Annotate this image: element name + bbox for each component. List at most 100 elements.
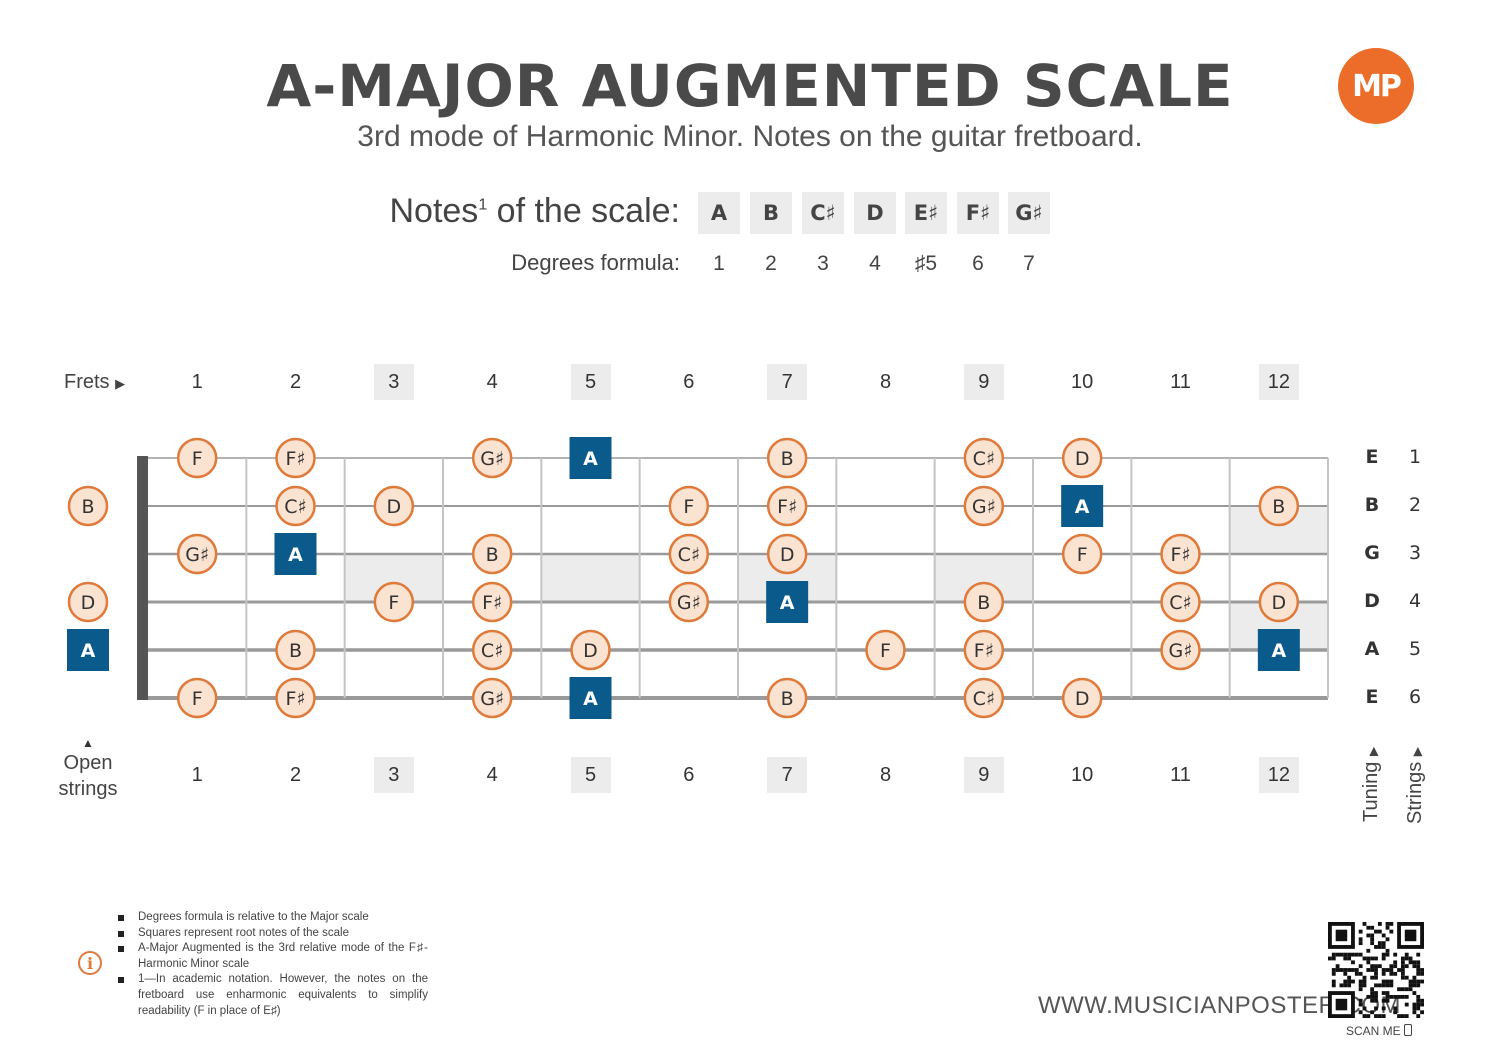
string-number-label: 1: [1408, 446, 1422, 468]
fret-number: 1: [191, 763, 203, 786]
qr-module: [1362, 975, 1367, 980]
qr-module: [1404, 975, 1409, 980]
qr-module: [1374, 956, 1378, 961]
note-circle: [668, 533, 710, 575]
root-note-square: [766, 581, 809, 623]
qr-module: [1393, 960, 1398, 965]
qr-module: [1358, 929, 1363, 934]
note-label: F: [192, 448, 203, 470]
qr-module: [1408, 979, 1413, 984]
fret-number: 1: [191, 370, 203, 393]
triangle-up-icon: ▲: [82, 736, 94, 750]
qr-module: [1374, 968, 1378, 972]
qr-module: [1389, 979, 1394, 984]
note-circle: [275, 677, 316, 719]
qr-module: [1377, 1014, 1382, 1018]
qr-module: [1412, 964, 1417, 969]
qr-module: [1416, 994, 1421, 999]
note-label: B: [1272, 496, 1285, 518]
note-circle: [373, 485, 415, 527]
note-label: G♯: [480, 448, 504, 470]
qr-module: [1412, 1002, 1417, 1007]
qr-finder: [1404, 929, 1417, 942]
qr-module: [1331, 956, 1336, 961]
note-circle: [373, 581, 415, 623]
qr-module: [1377, 964, 1382, 969]
note-circle: [471, 581, 513, 623]
qr-module: [1358, 1010, 1363, 1015]
triangle-right-icon: ▶: [1366, 746, 1380, 757]
qr-module: [1370, 933, 1375, 938]
note-circle: [1258, 485, 1300, 527]
string-tuning-label: A: [1364, 638, 1380, 660]
qr-module: [1381, 933, 1386, 938]
note-label: B: [781, 688, 794, 710]
note-circle: [766, 533, 808, 575]
qr-module: [1366, 1014, 1371, 1018]
note-label: G♯: [972, 496, 996, 518]
fret-number: 10: [1071, 370, 1094, 393]
qr-module: [1339, 952, 1344, 957]
qr-module: [1374, 975, 1378, 980]
qr-module: [1366, 925, 1371, 930]
qr-module: [1385, 979, 1390, 984]
frets-label: Frets ▶: [64, 371, 125, 394]
logo: MP: [1338, 48, 1414, 124]
note-circle: [963, 581, 1005, 623]
note-circle: [471, 677, 513, 719]
qr-module: [1400, 968, 1405, 972]
qr-module: [1335, 968, 1340, 972]
qr-module: [1374, 991, 1378, 995]
qr-module: [1416, 1002, 1421, 1007]
qr-module: [1343, 956, 1348, 961]
qr-module: [1420, 1002, 1424, 1007]
qr-module: [1362, 956, 1367, 961]
qr-module: [1389, 922, 1394, 926]
note-label: B: [977, 592, 990, 614]
qr-module: [1370, 956, 1375, 961]
qr-module: [1370, 991, 1375, 995]
qr-module: [1370, 964, 1375, 969]
note-circle: [963, 437, 1005, 479]
qr-module: [1358, 979, 1363, 984]
qr-module: [1374, 994, 1378, 999]
qr-module: [1351, 968, 1355, 972]
qr-module: [1351, 960, 1355, 965]
note-circle: [668, 581, 710, 623]
root-note-square: [1061, 485, 1104, 527]
qr-module: [1416, 1006, 1421, 1011]
fret-number: 12: [1258, 757, 1299, 793]
fret-number: 2: [289, 763, 302, 786]
qr-module: [1416, 960, 1421, 965]
note-circle: [570, 629, 611, 671]
qr-module: [1370, 994, 1375, 999]
qr-module: [1381, 956, 1386, 961]
note-label: B: [781, 448, 794, 470]
note-label: B: [289, 640, 302, 662]
triangle-right-icon: ▶: [115, 376, 126, 391]
qr-module: [1412, 975, 1417, 980]
fret-number: 6: [683, 370, 695, 393]
fret-number: 5: [570, 364, 611, 400]
triangle-right-icon: ▶: [1410, 746, 1424, 757]
qr-module: [1404, 994, 1409, 999]
fret-number: 2: [289, 370, 302, 393]
qr-module: [1339, 983, 1344, 988]
note-label: D: [583, 640, 598, 662]
note-label: A: [583, 688, 598, 710]
note-label: F: [388, 592, 399, 614]
qr-module: [1389, 964, 1394, 969]
note-circle: [1061, 437, 1103, 479]
qr-module: [1374, 983, 1378, 988]
fret-number: 8: [879, 370, 892, 393]
qr-module: [1358, 1002, 1363, 1007]
qr-code[interactable]: [1328, 922, 1424, 1018]
qr-module: [1385, 994, 1390, 999]
qr-module: [1408, 983, 1413, 988]
qr-module: [1343, 952, 1348, 957]
qr-module: [1381, 991, 1386, 995]
note-label: A: [1271, 640, 1286, 662]
note-label: F♯: [1170, 544, 1190, 566]
qr-module: [1358, 941, 1363, 946]
scale-degree: ♯5: [914, 252, 938, 275]
